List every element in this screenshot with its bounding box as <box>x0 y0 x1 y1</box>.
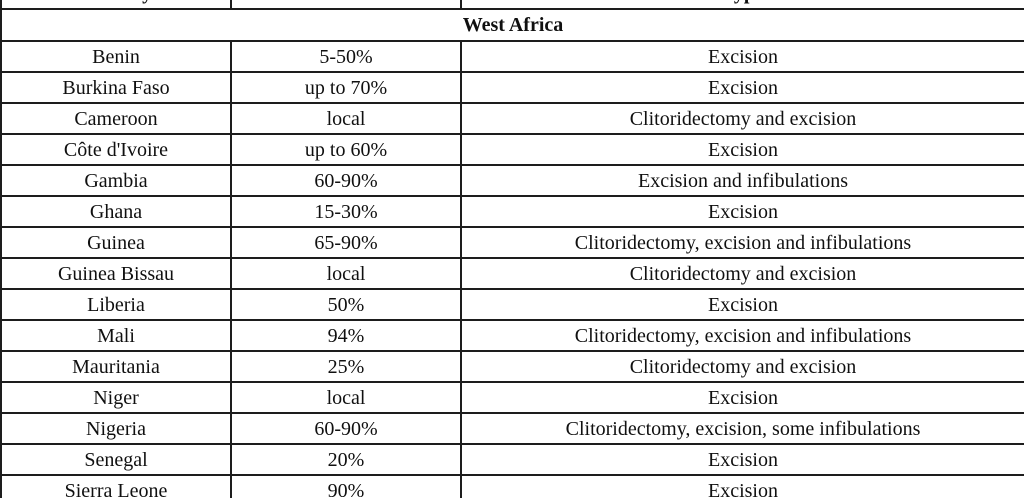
country-cell: Ghana <box>0 195 232 228</box>
country-cell: Gambia <box>0 164 232 197</box>
table-row: Ghana 15-30% Excision <box>0 195 1024 228</box>
country-cell: Niger <box>0 381 232 414</box>
prevalence-cell: 25% <box>230 350 462 383</box>
prevalence-cell: local <box>230 257 462 290</box>
region-header-row: West Africa <box>0 8 1024 42</box>
country-cell: Senegal <box>0 443 232 476</box>
country-cell: Côte d'Ivoire <box>0 133 232 166</box>
table-row: Côte d'Ivoire up to 60% Excision <box>0 133 1024 166</box>
prevalence-cell: 60-90% <box>230 164 462 197</box>
table-row: Guinea 65-90% Clitoridectomy, excision a… <box>0 226 1024 259</box>
type-cell: Excision <box>460 443 1024 476</box>
table-row: Cameroon local Clitoridectomy and excisi… <box>0 102 1024 135</box>
table-row: Guinea Bissau local Clitoridectomy and e… <box>0 257 1024 290</box>
prevalence-cell: up to 60% <box>230 133 462 166</box>
type-cell: Excision <box>460 71 1024 104</box>
type-cell: Excision <box>460 474 1024 498</box>
table-row: Nigeria 60-90% Clitoridectomy, excision,… <box>0 412 1024 445</box>
type-cell: Excision and infibulations <box>460 164 1024 197</box>
prevalence-cell: up to 70% <box>230 71 462 104</box>
country-cell: Benin <box>0 40 232 73</box>
prevalence-cell: local <box>230 381 462 414</box>
type-cell: Clitoridectomy, excision and infibulatio… <box>460 319 1024 352</box>
prevalence-cell: 65-90% <box>230 226 462 259</box>
type-cell: Excision <box>460 195 1024 228</box>
country-cell: Liberia <box>0 288 232 321</box>
prevalence-cell: 15-30% <box>230 195 462 228</box>
country-cell: Nigeria <box>0 412 232 445</box>
column-header-type: Type <box>460 0 1024 10</box>
country-cell: Mauritania <box>0 350 232 383</box>
prevalence-cell: 60-90% <box>230 412 462 445</box>
table-row: Benin 5-50% Excision <box>0 40 1024 73</box>
prevalence-cell: local <box>230 102 462 135</box>
column-header-country: Country <box>0 0 232 10</box>
country-cell: Cameroon <box>0 102 232 135</box>
prevalence-cell: 94% <box>230 319 462 352</box>
table-row: Liberia 50% Excision <box>0 288 1024 321</box>
type-cell: Excision <box>460 133 1024 166</box>
table-row: Mauritania 25% Clitoridectomy and excisi… <box>0 350 1024 383</box>
prevalence-cell: 90% <box>230 474 462 498</box>
table-row: Sierra Leone 90% Excision <box>0 474 1024 498</box>
type-cell: Excision <box>460 381 1024 414</box>
type-cell: Clitoridectomy and excision <box>460 350 1024 383</box>
region-title: West Africa <box>0 8 1024 42</box>
prevalence-cell: 20% <box>230 443 462 476</box>
prevalence-cell: 5-50% <box>230 40 462 73</box>
country-cell: Guinea <box>0 226 232 259</box>
type-cell: Excision <box>460 40 1024 73</box>
column-header-prevalence: Prevalence <box>230 0 462 10</box>
type-cell: Excision <box>460 288 1024 321</box>
type-cell: Clitoridectomy and excision <box>460 257 1024 290</box>
type-cell: Clitoridectomy, excision and infibulatio… <box>460 226 1024 259</box>
country-cell: Mali <box>0 319 232 352</box>
clipped-header-row: Country Prevalence Type <box>0 0 1024 10</box>
table-row: Mali 94% Clitoridectomy, excision and in… <box>0 319 1024 352</box>
table-row: Burkina Faso up to 70% Excision <box>0 71 1024 104</box>
type-cell: Clitoridectomy and excision <box>460 102 1024 135</box>
country-cell: Sierra Leone <box>0 474 232 498</box>
prevalence-cell: 50% <box>230 288 462 321</box>
country-cell: Burkina Faso <box>0 71 232 104</box>
country-cell: Guinea Bissau <box>0 257 232 290</box>
type-cell: Clitoridectomy, excision, some infibulat… <box>460 412 1024 445</box>
table-row: Gambia 60-90% Excision and infibulations <box>0 164 1024 197</box>
table-row: Senegal 20% Excision <box>0 443 1024 476</box>
table-row: Niger local Excision <box>0 381 1024 414</box>
